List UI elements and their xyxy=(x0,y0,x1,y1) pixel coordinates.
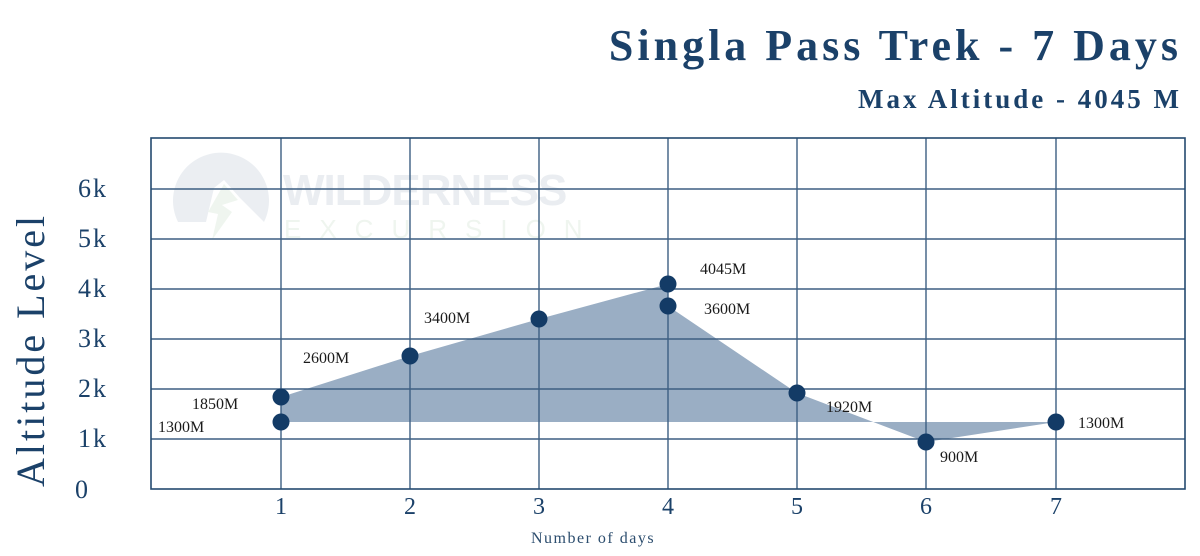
marker-day1-start xyxy=(272,413,290,431)
label-3600: 3600M xyxy=(704,301,750,318)
marker-day1-end xyxy=(272,388,290,406)
x-tick-4: 4 xyxy=(662,494,674,520)
watermark: WILDERNESS EXCURSION xyxy=(173,152,583,244)
label-1850: 1850M xyxy=(192,396,238,413)
marker-day4-peak xyxy=(659,275,677,293)
x-tick-2: 2 xyxy=(404,494,416,520)
y-tick-5k: 5k xyxy=(78,224,108,253)
x-tick-5: 5 xyxy=(791,494,803,520)
y-tick-3k: 3k xyxy=(78,324,108,353)
watermark-wilderness: WILDERNESS xyxy=(283,166,566,215)
point-labels: 1300M 1850M 2600M 3400M 4045M 3600M 1920… xyxy=(158,261,1124,466)
label-2600: 2600M xyxy=(303,350,349,367)
x-tick-3: 3 xyxy=(533,494,545,520)
label-1920: 1920M xyxy=(826,399,872,416)
chart-subtitle: Max Altitude - 4045 M xyxy=(858,84,1182,114)
label-3400: 3400M xyxy=(424,310,470,327)
plot-border xyxy=(150,137,1186,490)
marker-day4-camp xyxy=(659,297,677,315)
label-900: 900M xyxy=(940,449,978,466)
x-tick-1: 1 xyxy=(275,494,287,520)
x-tick-7: 7 xyxy=(1050,494,1062,520)
label-1300-start: 1300M xyxy=(158,419,204,436)
marker-day6 xyxy=(917,433,935,451)
mountain-logo-icon xyxy=(173,152,269,222)
marker-day7 xyxy=(1047,413,1065,431)
label-4045: 4045M xyxy=(700,261,746,278)
marker-day3 xyxy=(530,310,548,328)
marker-day2 xyxy=(401,347,419,365)
x-axis-label: Number of days xyxy=(531,530,656,547)
x-tick-6: 6 xyxy=(920,494,932,520)
y-tick-6k: 6k xyxy=(78,174,108,203)
data-markers xyxy=(272,275,1065,451)
y-tick-1k: 1k xyxy=(78,424,108,453)
y-tick-0: 0 xyxy=(75,475,90,504)
y-tick-4k: 4k xyxy=(78,274,108,303)
label-1300-end: 1300M xyxy=(1078,415,1124,432)
marker-day5 xyxy=(788,384,806,402)
chart-title: Singla Pass Trek - 7 Days xyxy=(608,21,1182,70)
y-tick-2k: 2k xyxy=(78,374,108,403)
